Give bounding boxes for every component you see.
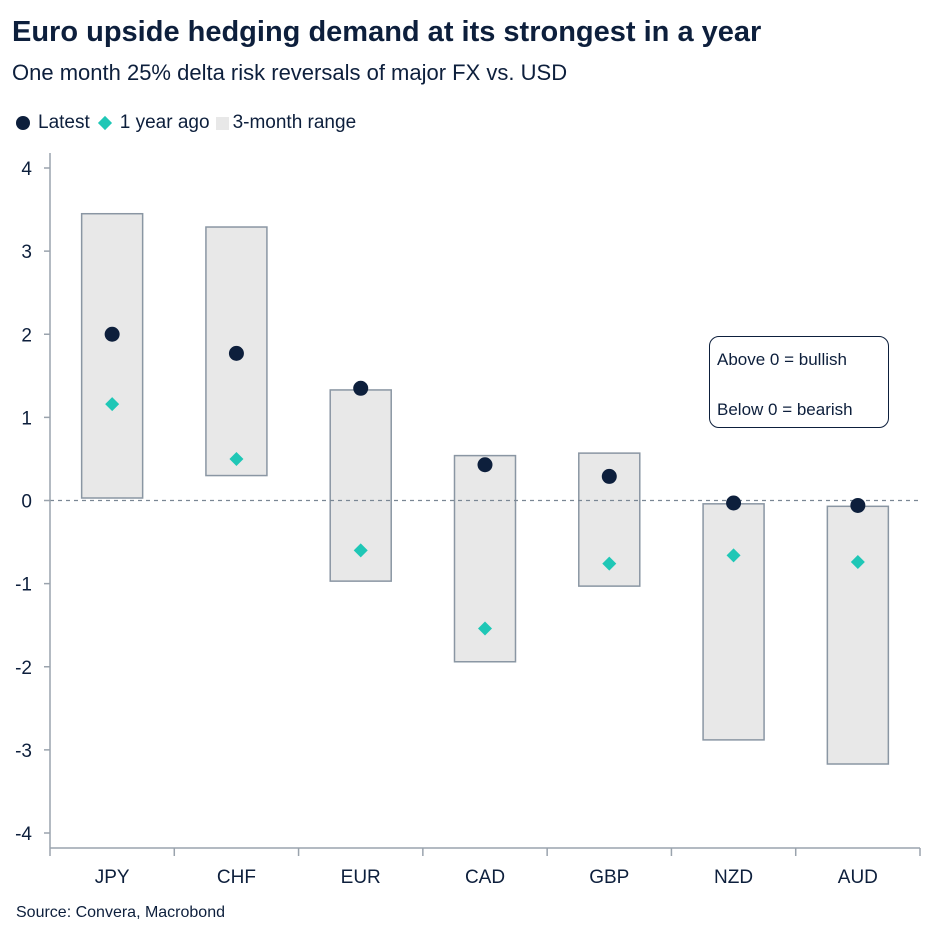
latest-point-chf [228,345,244,361]
latest-point-cad [477,457,493,473]
range-marker-icon [215,116,229,130]
year-ago-point-aud [850,555,865,570]
source-note: Source: Convera, Macrobond [16,904,225,921]
y-tick-label: -2 [15,658,32,679]
year-ago-point-chf [229,451,244,466]
y-tick-label: 1 [21,408,32,429]
x-tick-label-cad: CAD [465,867,505,888]
chart-title: Euro upside hedging demand at its strong… [12,16,762,48]
latest-point-aud [850,497,866,513]
y-tick-label: -1 [15,575,32,596]
latest-point-jpy [104,326,120,342]
latest-point-eur [353,380,369,396]
legend-item-latest: Latest [16,112,90,134]
y-tick-label: 3 [21,242,32,263]
x-tick-label-eur: EUR [341,867,381,888]
x-tick-label-aud: AUD [838,867,878,888]
year-ago-point-nzd [726,548,741,563]
latest-point-gbp [601,468,617,484]
year-ago-point-gbp [602,556,617,571]
latest-marker-icon [16,116,30,130]
range-box-jpy [80,212,144,499]
legend-label-range: 3-month range [232,112,357,133]
latest-point-nzd [726,495,742,511]
year-ago-point-eur [353,543,368,558]
y-tick-label: 0 [21,492,32,513]
x-tick-label-gbp: GBP [589,867,629,888]
legend-item-range: 3-month range [215,112,357,134]
year-ago-point-cad [478,621,492,636]
chart-subtitle: One month 25% delta risk reversals of ma… [12,60,568,85]
y-tick-label: 4 [21,159,32,180]
y-tick-label: -4 [15,824,32,845]
x-tick-label-chf: CHF [217,867,256,888]
year-ago-point-jpy [105,397,120,412]
y-tick-label: 2 [21,325,32,346]
x-tick-label-nzd: NZD [714,867,753,888]
annotation-bullish: Above 0 = bullish [717,350,847,369]
range-box-nzd [702,503,765,741]
annotation-box: Above 0 = bullish Below 0 = bearish [709,336,889,428]
legend: Latest 1 year ago 3-month range [16,110,362,136]
x-tick-label-jpy: JPY [95,867,130,888]
annotation-bearish: Below 0 = bearish [717,400,853,419]
y-tick-label: -3 [15,741,32,762]
legend-label-year-ago: 1 year ago [119,112,210,133]
legend-label-latest: Latest [38,112,90,133]
range-box-aud [826,505,890,765]
legend-item-year-ago: 1 year ago [96,112,210,134]
